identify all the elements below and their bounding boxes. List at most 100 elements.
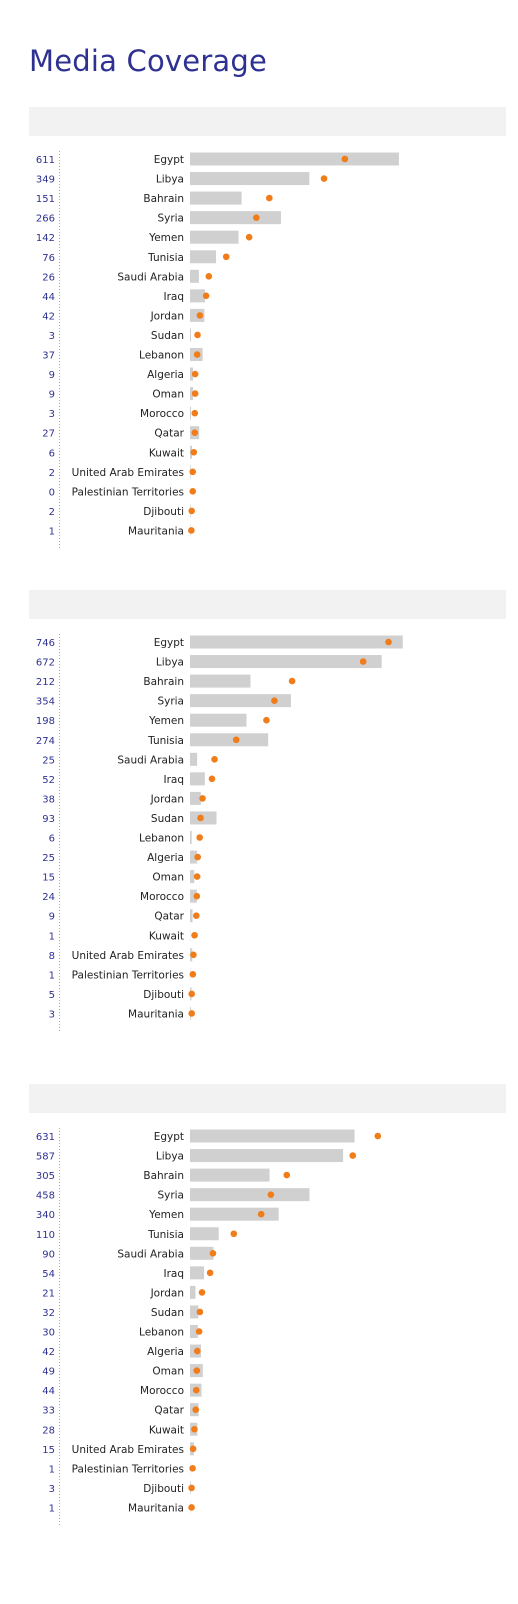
marker-dot (288, 677, 296, 685)
marker-dot (191, 370, 199, 378)
category-label: Syria (157, 696, 184, 708)
category-label: Iraq (163, 774, 184, 786)
bar (190, 1325, 198, 1338)
value-label: 746 (36, 638, 55, 649)
value-label: 349 (36, 175, 55, 186)
bar (190, 850, 198, 864)
category-label: Lebanon (139, 833, 184, 845)
bar (190, 1285, 196, 1299)
category-label: Qatar (154, 428, 184, 440)
value-label: 37 (42, 351, 55, 362)
category-label: Libya (156, 1151, 184, 1163)
category-label: Jordan (150, 793, 184, 805)
value-label: 274 (36, 736, 55, 747)
bar (190, 191, 242, 205)
category-label: United Arab Emirates (72, 950, 184, 962)
marker-dot (283, 1171, 291, 1179)
value-label: 8 (49, 951, 55, 962)
marker-dot (193, 1367, 201, 1374)
marker-dot (385, 638, 392, 646)
marker-dot (189, 1445, 197, 1453)
category-label: Tunisia (147, 735, 184, 747)
marker-dot (193, 892, 201, 900)
value-label: 305 (36, 1171, 55, 1182)
value-label: 26 (42, 272, 55, 283)
marker-dot (193, 873, 201, 880)
marker-dot (230, 1230, 238, 1238)
category-label: Saudi Arabia (117, 1248, 184, 1260)
category-label: Egypt (154, 637, 184, 649)
value-label: 198 (36, 716, 55, 727)
bar (190, 250, 216, 264)
category-label: Algeria (147, 1346, 184, 1358)
value-label: 42 (42, 1347, 55, 1358)
marker-dot (209, 1250, 217, 1257)
category-label: Sudan (151, 813, 184, 825)
category-label: Morocco (140, 408, 184, 420)
category-label: Tunisia (147, 252, 184, 264)
value-label: 9 (49, 390, 55, 401)
bar (190, 269, 199, 283)
category-label: Bahrain (143, 676, 184, 688)
marker-dot (191, 1425, 198, 1433)
category-label: Palestinian Territories (72, 969, 184, 981)
value-label: 354 (36, 697, 55, 708)
category-label: Kuwait (149, 447, 184, 459)
page-title: Media Coverage (29, 44, 268, 78)
bar (190, 211, 281, 225)
bar (190, 1129, 355, 1143)
bar (190, 791, 201, 805)
chart-panel-1: 611 Egypt 349 Libya 151 Bahrain 266 Syria 142 Yem… (0, 107, 518, 550)
bar (190, 1227, 219, 1241)
chart-panel-3: 631 Egypt 587 Libya 305 Bahrain 458 Syria 340 Yem… (0, 1084, 518, 1527)
category-label: United Arab Emirates (72, 1444, 184, 1456)
marker-dot (222, 253, 230, 261)
category-label: Syria (157, 213, 184, 225)
category-label: Lebanon (139, 350, 184, 362)
value-label: 3 (49, 331, 55, 342)
value-label: 266 (36, 214, 55, 225)
category-label: Syria (157, 1190, 184, 1202)
marker-dot (188, 1484, 195, 1492)
value-label: 25 (42, 853, 55, 864)
marker-dot (245, 233, 253, 241)
value-label: 90 (42, 1249, 55, 1260)
bar (190, 772, 205, 786)
bar (190, 172, 310, 186)
value-label: 587 (36, 1152, 55, 1163)
marker-dot (199, 795, 206, 802)
category-label: Bahrain (143, 193, 184, 205)
bar (190, 713, 247, 727)
category-label: Tunisia (147, 1229, 184, 1241)
category-label: Saudi Arabia (117, 271, 184, 283)
marker-dot (257, 1210, 265, 1218)
bar (190, 1246, 214, 1260)
value-label: 24 (42, 892, 55, 903)
value-label: 1 (49, 1503, 55, 1514)
chart-panel-header (29, 1084, 506, 1113)
value-label: 110 (36, 1230, 55, 1241)
value-label: 5 (49, 990, 55, 1001)
bar (190, 1149, 344, 1163)
category-label: Lebanon (139, 1327, 184, 1339)
value-label: 1 (49, 1464, 55, 1475)
marker-dot (341, 155, 349, 163)
category-label: Egypt (154, 154, 184, 166)
marker-dot (198, 1289, 206, 1296)
category-label: Libya (156, 174, 184, 186)
marker-dot (205, 273, 213, 280)
marker-dot (267, 1191, 275, 1198)
bar (190, 387, 194, 401)
value-label: 54 (42, 1269, 55, 1280)
value-label: 38 (42, 794, 55, 805)
value-label: 52 (42, 775, 55, 786)
category-label: United Arab Emirates (72, 467, 184, 479)
value-label: 3 (49, 1009, 55, 1020)
marker-dot (194, 331, 201, 339)
bar (190, 406, 192, 420)
value-label: 212 (36, 677, 55, 688)
bar (190, 1188, 310, 1202)
bar (190, 1305, 199, 1319)
category-label: Algeria (147, 369, 184, 381)
marker-dot (374, 1132, 382, 1140)
